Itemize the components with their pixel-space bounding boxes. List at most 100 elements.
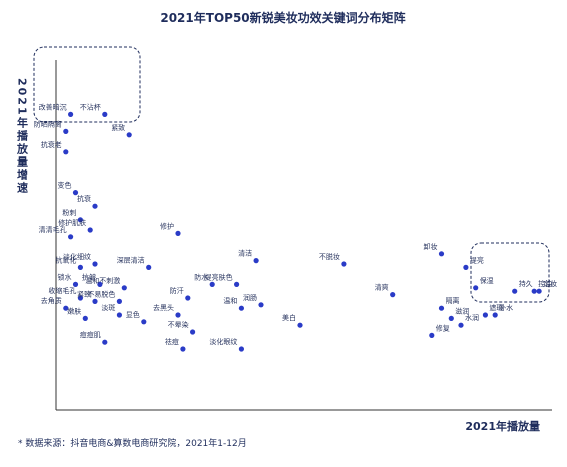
data-point-5 bbox=[72, 190, 79, 196]
data-label-23: 痘痘肌 bbox=[80, 330, 101, 339]
data-label-13: 深层清洁 bbox=[117, 255, 145, 264]
data-point-36 bbox=[341, 261, 347, 267]
data-point-7 bbox=[77, 217, 83, 223]
data-point-45 bbox=[429, 332, 435, 338]
data-point-16 bbox=[121, 285, 127, 291]
highlight-frame-top-left bbox=[33, 46, 141, 123]
data-point-25 bbox=[175, 312, 181, 318]
data-point-48 bbox=[536, 288, 542, 294]
data-label-47: 持久 bbox=[519, 279, 533, 288]
data-point-17 bbox=[77, 295, 83, 301]
data-point-37 bbox=[390, 292, 396, 298]
data-point-12 bbox=[92, 261, 98, 267]
data-point-1 bbox=[102, 111, 108, 117]
data-point-26 bbox=[185, 295, 191, 301]
data-point-47 bbox=[512, 288, 518, 294]
x-axis-title: 2021年播放量 bbox=[465, 419, 540, 433]
data-label-1: 不沾杯 bbox=[80, 102, 101, 111]
source-note: * 数据来源：抖音电商&算数电商研究院，2021年1-12月 bbox=[18, 437, 247, 449]
data-label-2: 紧致 bbox=[111, 123, 125, 132]
data-point-46 bbox=[492, 312, 498, 318]
data-point-23 bbox=[102, 339, 108, 345]
data-point-19 bbox=[63, 305, 69, 311]
data-label-3: 防晒隔离 bbox=[34, 119, 62, 128]
data-point-42 bbox=[448, 315, 454, 321]
data-label-39: 提亮 bbox=[470, 255, 484, 264]
data-point-35 bbox=[297, 322, 303, 328]
data-point-44 bbox=[482, 312, 488, 318]
data-label-6: 抗衰 bbox=[77, 194, 91, 203]
y-axis-title: 2021年播放量增速 bbox=[16, 78, 30, 195]
data-label-12: 淡化细纹 bbox=[63, 252, 91, 261]
data-label-26: 防汗 bbox=[170, 286, 184, 295]
data-label-20: 不易脱色 bbox=[87, 289, 115, 298]
data-label-33: 祛痘 bbox=[165, 337, 179, 346]
data-label-28: 清洁 bbox=[238, 249, 252, 258]
data-label-31: 润肠 bbox=[243, 293, 257, 302]
data-label-19: 去角质 bbox=[41, 296, 62, 305]
data-point-49 bbox=[531, 288, 537, 294]
data-point-6 bbox=[92, 203, 98, 209]
data-label-46: 补水 bbox=[499, 303, 513, 312]
data-point-24 bbox=[141, 319, 147, 325]
data-label-44: 遮瑕 bbox=[489, 303, 503, 312]
data-label-11: 抗氧化 bbox=[55, 255, 76, 264]
data-point-15 bbox=[97, 281, 103, 287]
data-label-45: 修复 bbox=[436, 323, 450, 332]
data-label-49: 控油 bbox=[538, 279, 552, 288]
data-point-40 bbox=[473, 285, 479, 291]
data-point-22 bbox=[82, 315, 88, 321]
data-point-31 bbox=[258, 302, 264, 308]
data-point-13 bbox=[146, 264, 152, 270]
data-label-43: 水润 bbox=[465, 313, 479, 322]
data-label-21: 淡斑 bbox=[101, 303, 115, 312]
data-label-24: 显色 bbox=[126, 310, 140, 319]
data-point-41 bbox=[438, 305, 445, 311]
data-label-9: 修护 bbox=[160, 221, 174, 230]
data-label-40: 保湿 bbox=[480, 276, 494, 285]
data-point-8 bbox=[87, 227, 93, 233]
data-label-10: 清清毛孔 bbox=[39, 225, 67, 234]
data-point-29 bbox=[234, 281, 240, 287]
data-label-37: 清爽 bbox=[375, 283, 389, 292]
data-label-5: 变色 bbox=[58, 181, 72, 190]
data-point-34 bbox=[238, 346, 244, 352]
data-label-0: 改善暗沉 bbox=[39, 102, 67, 111]
data-point-18 bbox=[92, 298, 98, 304]
data-point-9 bbox=[175, 230, 181, 236]
data-label-29: 提亮肤色 bbox=[205, 272, 233, 281]
data-point-4 bbox=[63, 149, 69, 155]
data-label-8: 修护肌肤 bbox=[58, 218, 86, 227]
data-point-27 bbox=[209, 281, 215, 287]
data-label-42: 滋润 bbox=[455, 306, 469, 315]
data-label-16: 温和不刺激 bbox=[85, 276, 120, 285]
data-point-20 bbox=[116, 298, 122, 304]
data-point-32 bbox=[190, 329, 196, 335]
data-label-22: 嫩肤 bbox=[67, 306, 81, 315]
data-label-17: 收缩毛孔 bbox=[48, 286, 76, 295]
data-label-14: 锁水 bbox=[58, 272, 72, 281]
highlight-frame-right bbox=[470, 242, 550, 303]
data-label-36: 不脱妆 bbox=[319, 252, 340, 261]
chart-title: 2021年TOP50新锐美妆功效关键词分布矩阵 bbox=[160, 10, 405, 25]
data-point-3 bbox=[63, 128, 69, 134]
data-point-33 bbox=[180, 346, 186, 352]
data-point-2 bbox=[126, 132, 132, 138]
data-point-28 bbox=[253, 258, 259, 264]
data-point-14 bbox=[72, 281, 79, 287]
data-label-7: 粉刺 bbox=[62, 208, 76, 217]
data-point-21 bbox=[116, 312, 122, 318]
data-label-27: 防水 bbox=[194, 272, 208, 281]
data-point-11 bbox=[77, 264, 83, 270]
data-label-34: 淡化眼纹 bbox=[209, 337, 237, 346]
data-point-10 bbox=[68, 234, 74, 240]
data-point-30 bbox=[238, 305, 244, 311]
data-label-15: 抗皱 bbox=[82, 272, 96, 281]
data-point-38 bbox=[438, 251, 445, 257]
data-point-39 bbox=[463, 264, 469, 270]
data-label-4: 抗衰老 bbox=[41, 140, 62, 149]
data-label-25: 去黑头 bbox=[153, 303, 174, 312]
data-label-48: 定妆 bbox=[543, 279, 557, 288]
